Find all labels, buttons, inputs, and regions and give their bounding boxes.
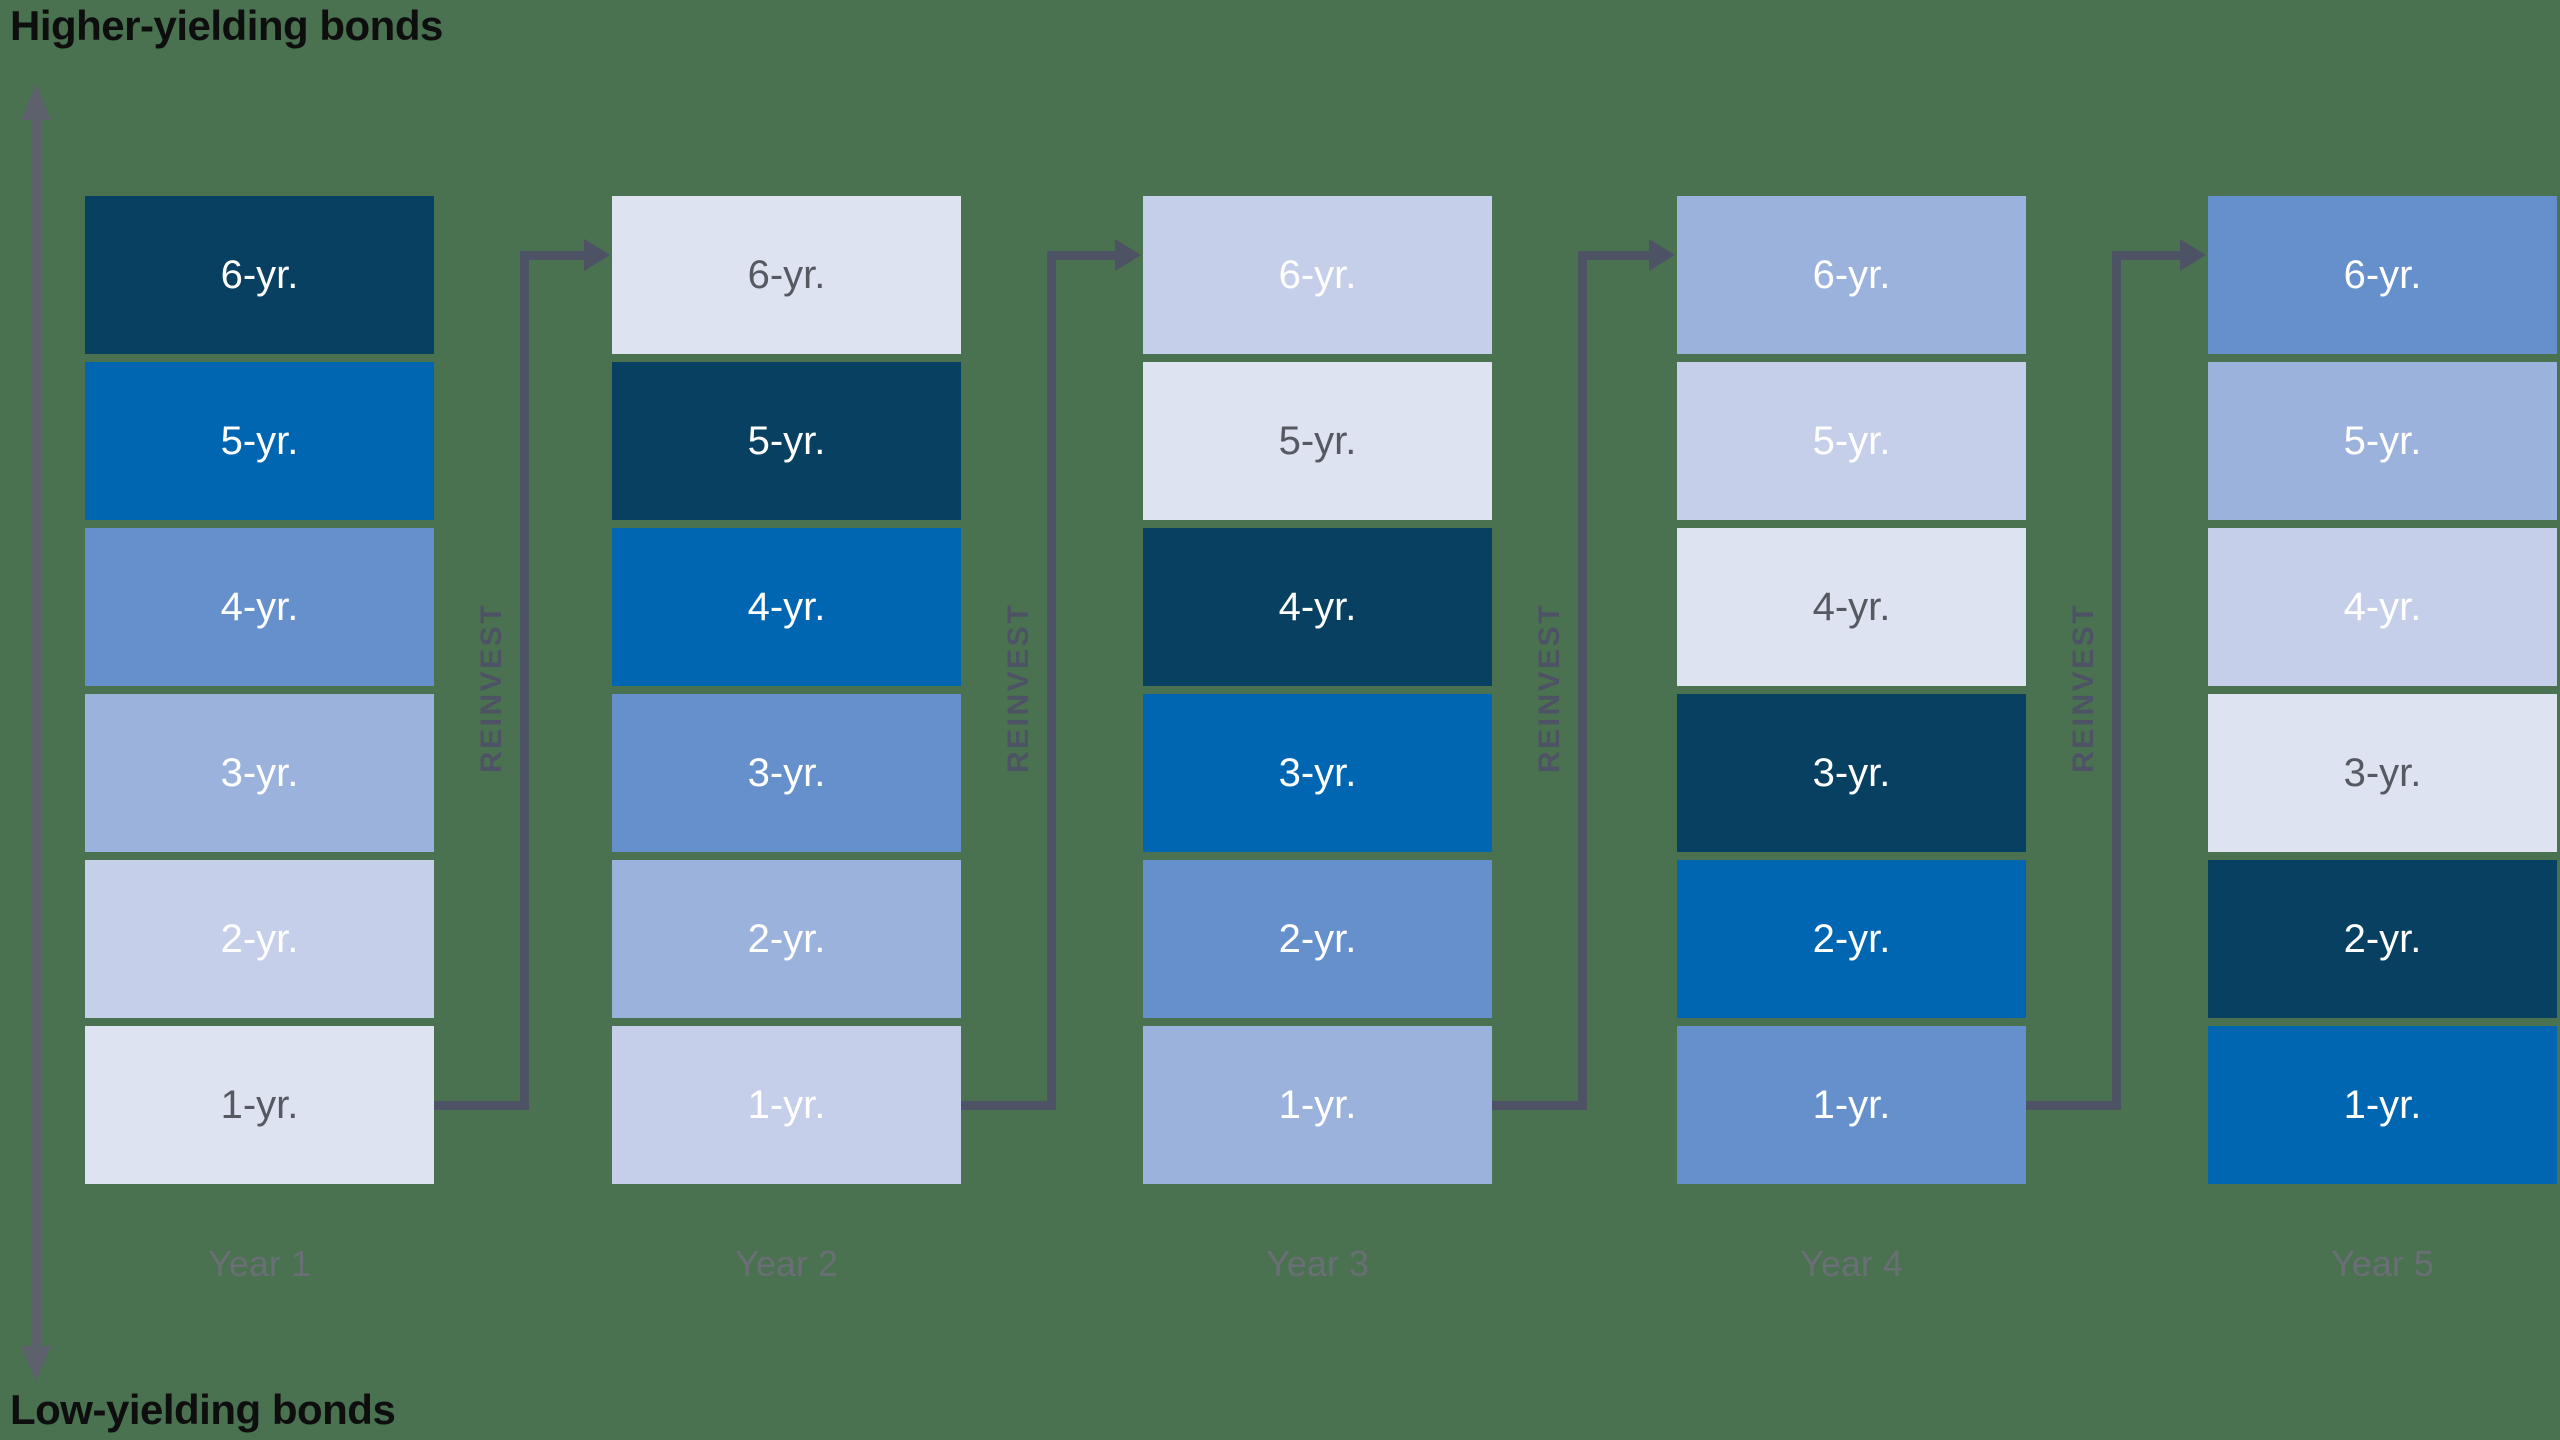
reinvest-arrow-2-bottom-segment <box>961 1101 1055 1110</box>
yield-axis-line <box>32 118 41 1348</box>
reinvest-arrow-2-vertical-segment <box>1047 251 1056 1110</box>
bond-box-year3-5yr: 5-yr. <box>1143 362 1492 520</box>
bond-box-year5-2yr: 2-yr. <box>2208 860 2557 1018</box>
reinvest-label-4: REINVEST <box>2067 602 2100 774</box>
year-label-4: Year 4 <box>1800 1243 1903 1284</box>
bond-box-year3-1yr: 1-yr. <box>1143 1026 1492 1184</box>
bond-box-year2-4yr: 4-yr. <box>612 528 961 686</box>
bond-box-year2-2yr: 2-yr. <box>612 860 961 1018</box>
reinvest-label-2: REINVEST <box>1002 602 1035 774</box>
reinvest-arrow-1-bottom-segment <box>434 1101 528 1110</box>
bond-box-year2-3yr: 3-yr. <box>612 694 961 852</box>
bond-box-year5-4yr: 4-yr. <box>2208 528 2557 686</box>
bond-box-year5-1yr: 1-yr. <box>2208 1026 2557 1184</box>
axis-arrow-down-icon <box>21 1346 51 1382</box>
bond-box-year1-6yr: 6-yr. <box>85 196 434 354</box>
reinvest-arrow-3-top-segment <box>1578 251 1649 260</box>
reinvest-arrowhead-icon-3 <box>1649 239 1675 271</box>
bond-box-year4-4yr: 4-yr. <box>1677 528 2026 686</box>
bond-box-year2-1yr: 1-yr. <box>612 1026 961 1184</box>
bond-box-year4-3yr: 3-yr. <box>1677 694 2026 852</box>
bond-box-year4-5yr: 5-yr. <box>1677 362 2026 520</box>
bond-box-year4-6yr: 6-yr. <box>1677 196 2026 354</box>
bond-box-year1-2yr: 2-yr. <box>85 860 434 1018</box>
reinvest-arrow-1-vertical-segment <box>520 251 529 1110</box>
reinvest-arrowhead-icon-4 <box>2180 239 2206 271</box>
bond-box-year3-3yr: 3-yr. <box>1143 694 1492 852</box>
reinvest-arrow-3-bottom-segment <box>1492 1101 1586 1110</box>
reinvest-label-1: REINVEST <box>475 602 508 774</box>
year-label-2: Year 2 <box>735 1243 838 1284</box>
low-yielding-title: Low-yielding bonds <box>10 1386 396 1433</box>
bond-box-year3-2yr: 2-yr. <box>1143 860 1492 1018</box>
year-label-3: Year 3 <box>1266 1243 1369 1284</box>
bond-box-year1-4yr: 4-yr. <box>85 528 434 686</box>
reinvest-arrow-2-top-segment <box>1047 251 1115 260</box>
year-label-5: Year 5 <box>2331 1243 2434 1284</box>
reinvest-arrow-3-vertical-segment <box>1578 251 1587 1110</box>
reinvest-arrowhead-icon-1 <box>584 239 610 271</box>
bond-box-year5-6yr: 6-yr. <box>2208 196 2557 354</box>
axis-arrow-up-icon <box>21 84 51 120</box>
reinvest-label-3: REINVEST <box>1533 602 1566 774</box>
reinvest-arrowhead-icon-2 <box>1115 239 1141 271</box>
higher-yielding-title: Higher-yielding bonds <box>10 2 443 49</box>
bond-box-year3-4yr: 4-yr. <box>1143 528 1492 686</box>
bond-box-year3-6yr: 6-yr. <box>1143 196 1492 354</box>
bond-box-year4-1yr: 1-yr. <box>1677 1026 2026 1184</box>
bond-box-year4-2yr: 2-yr. <box>1677 860 2026 1018</box>
reinvest-arrow-4-vertical-segment <box>2112 251 2121 1110</box>
bond-box-year1-5yr: 5-yr. <box>85 362 434 520</box>
reinvest-arrow-1-top-segment <box>520 251 584 260</box>
reinvest-arrow-4-top-segment <box>2112 251 2180 260</box>
bond-box-year5-5yr: 5-yr. <box>2208 362 2557 520</box>
reinvest-arrow-4-bottom-segment <box>2026 1101 2120 1110</box>
bond-box-year1-3yr: 3-yr. <box>85 694 434 852</box>
bond-box-year1-1yr: 1-yr. <box>85 1026 434 1184</box>
year-label-1: Year 1 <box>208 1243 311 1284</box>
bond-box-year2-6yr: 6-yr. <box>612 196 961 354</box>
bond-box-year2-5yr: 5-yr. <box>612 362 961 520</box>
bond-box-year5-3yr: 3-yr. <box>2208 694 2557 852</box>
